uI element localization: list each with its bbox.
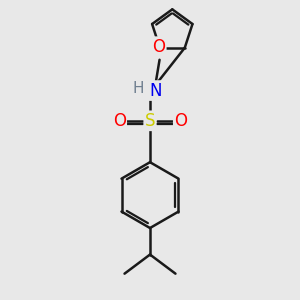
Text: S: S — [145, 112, 155, 130]
Text: O: O — [113, 112, 126, 130]
Text: O: O — [174, 112, 187, 130]
Text: O: O — [152, 38, 165, 56]
Text: N: N — [149, 82, 162, 100]
Text: H: H — [133, 82, 144, 97]
